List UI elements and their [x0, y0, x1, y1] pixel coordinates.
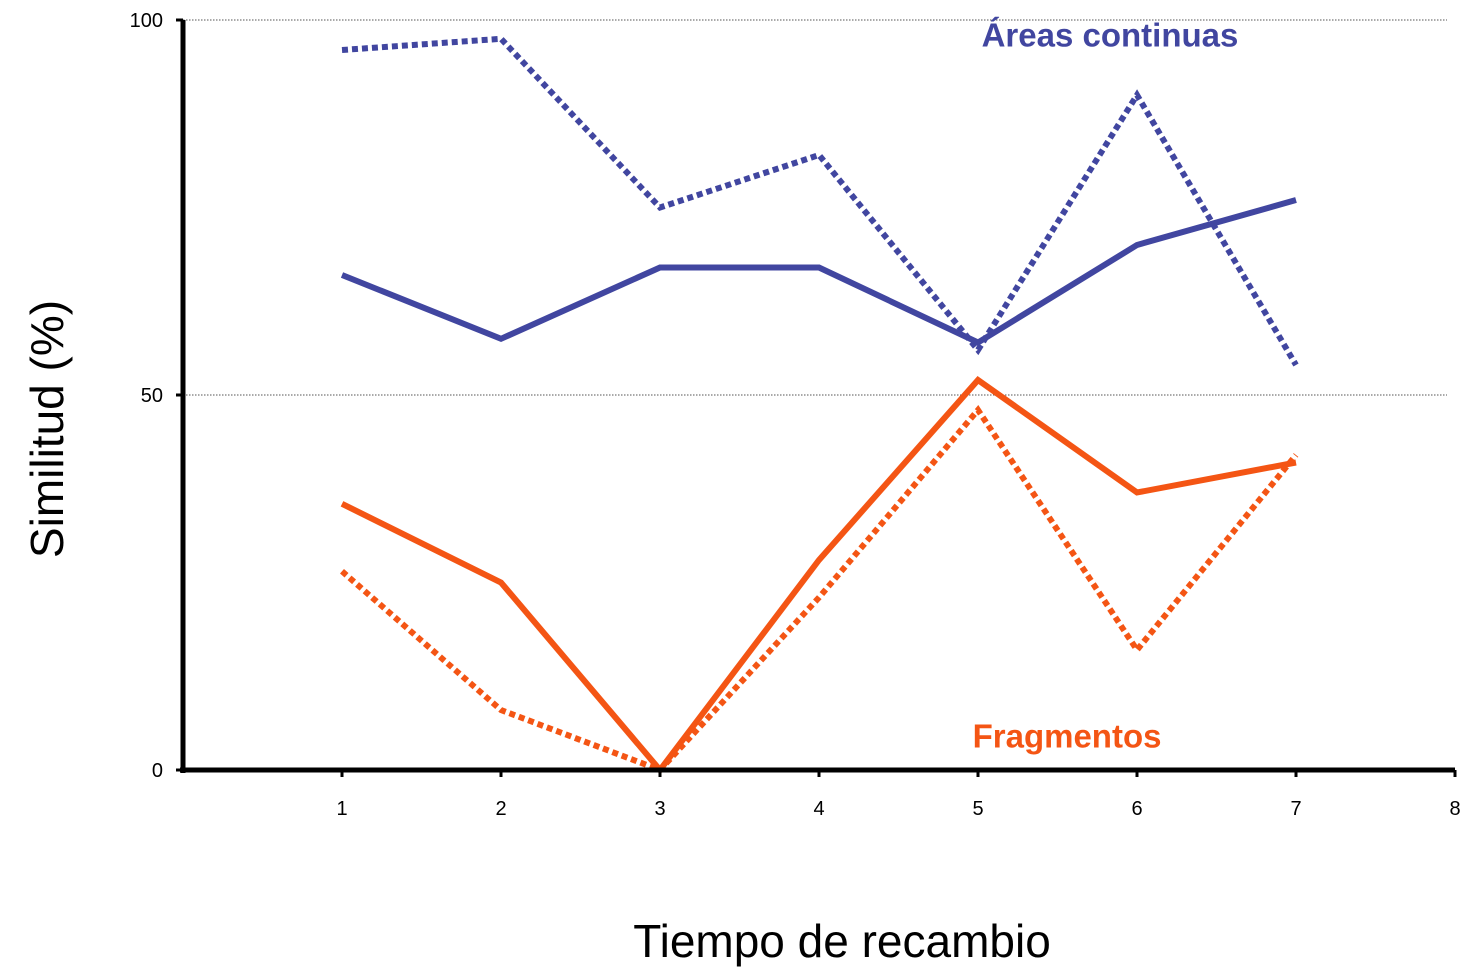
y-axis-title: Similitud (%)	[21, 300, 73, 558]
series-line-fragmentos-solid	[340, 375, 1297, 775]
x-tick-label-3: 3	[654, 798, 665, 820]
y-tick-label-100: 100	[130, 10, 163, 32]
tick-labels: 0 50 100 1 2 3 4 5 6 7 8	[130, 10, 1461, 820]
series-line-fragmentos-dotted	[340, 405, 1299, 774]
x-axis-title: Tiempo de recambio	[633, 915, 1051, 967]
x-tick-label-8: 8	[1449, 798, 1460, 820]
x-tick-label-6: 6	[1131, 798, 1142, 820]
annotations: Áreas continuas Fragmentos	[973, 16, 1239, 754]
x-tick-label-5: 5	[972, 798, 983, 820]
annotation-0: Áreas continuas	[982, 16, 1239, 53]
x-tick-label-2: 2	[495, 798, 506, 820]
x-tick-label-7: 7	[1290, 798, 1301, 820]
series-lines	[340, 35, 1299, 775]
y-tick-label-0: 0	[152, 760, 163, 782]
x-tick-label-4: 4	[813, 798, 824, 820]
annotation-1: Fragmentos	[973, 718, 1162, 755]
series-line-continuas-dotted	[341, 35, 1299, 367]
axes	[176, 18, 1457, 777]
x-tick-label-1: 1	[336, 798, 347, 820]
y-tick-label-50: 50	[141, 385, 163, 407]
gridlines	[183, 19, 1447, 396]
series-line-continuas-solid	[340, 197, 1297, 346]
